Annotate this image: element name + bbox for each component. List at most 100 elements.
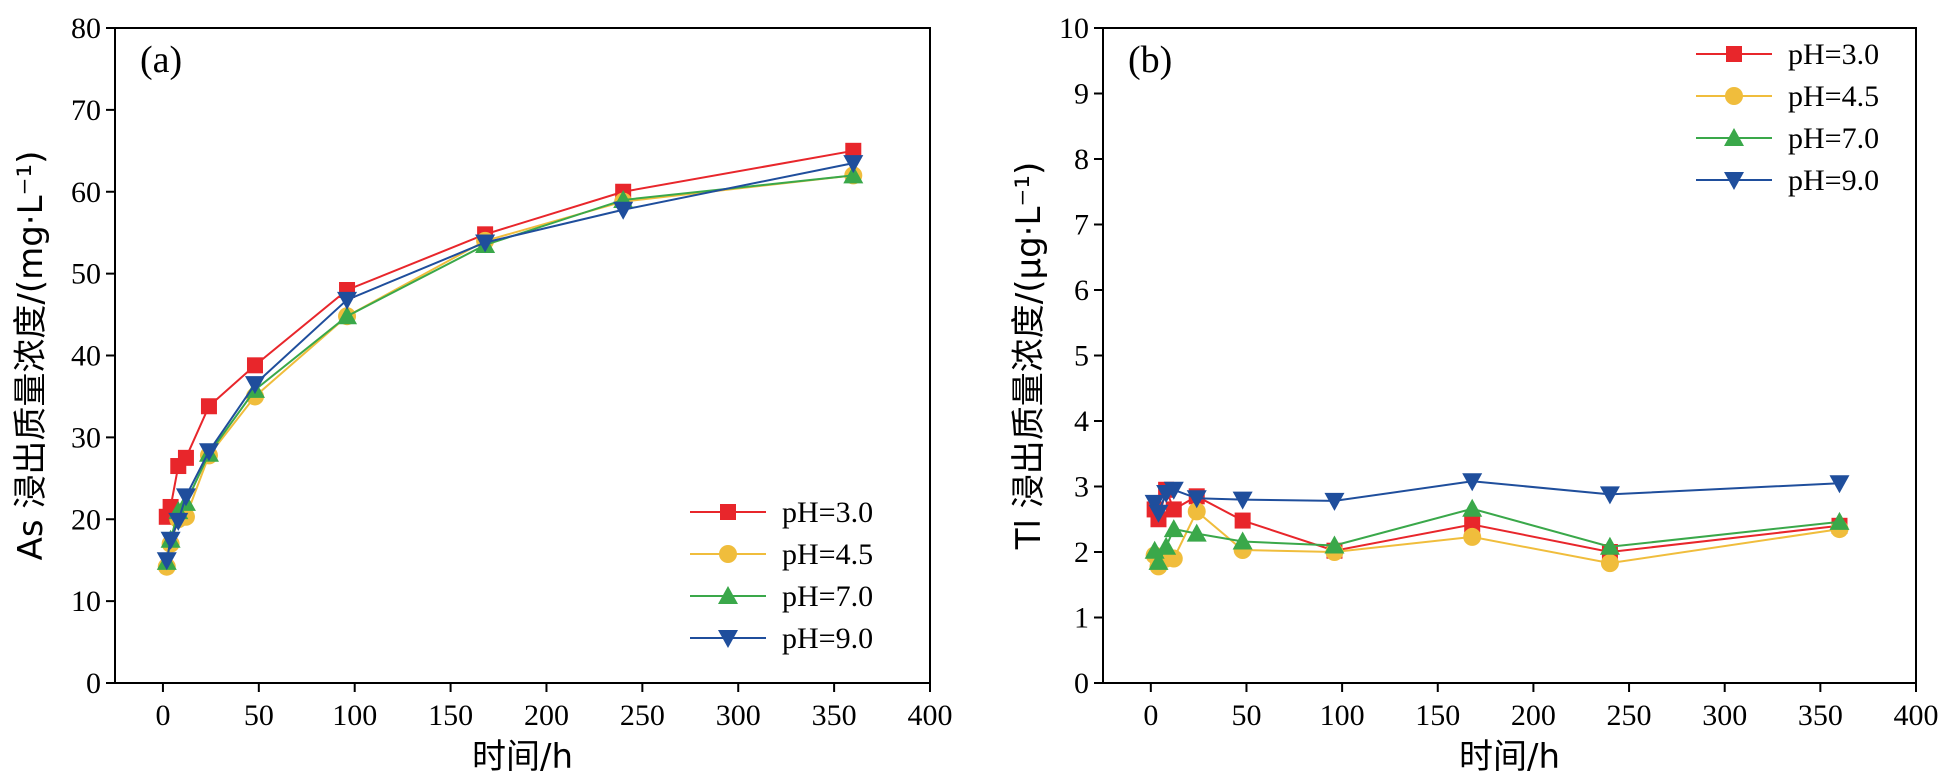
- x-tick-label: 250: [620, 699, 665, 732]
- series-line: [1153, 509, 1840, 569]
- data-point: [1462, 498, 1483, 517]
- y-tick-label: 7: [1074, 209, 1089, 242]
- panel-a: 0 50 100 150 200 250 300 350 400 0 10 20 30 40 50 60 70 8…: [11, 12, 953, 777]
- series-3: [1144, 473, 1850, 523]
- x-axis-title: 时间/h: [1459, 737, 1560, 777]
- x-tick-label: 150: [1415, 699, 1460, 732]
- legend-marker: [1724, 128, 1744, 146]
- x-tick-label: 400: [908, 699, 953, 732]
- legend-marker: [1724, 172, 1744, 190]
- x-tick-label: 200: [1511, 699, 1556, 732]
- x-tick-label: 250: [1607, 699, 1652, 732]
- data-point: [1324, 492, 1345, 511]
- data-point: [1148, 504, 1169, 523]
- data-point: [1234, 512, 1251, 529]
- legend-marker: [719, 545, 737, 563]
- data-point: [843, 155, 864, 174]
- y-tick-label: 4: [1074, 405, 1089, 438]
- data-point: [168, 512, 189, 531]
- y-tick-label: 8: [1074, 143, 1089, 176]
- y-tick-label: 20: [71, 503, 101, 536]
- series-line: [1153, 480, 1840, 516]
- y-tick-label: 70: [71, 94, 101, 127]
- data-point: [1163, 481, 1184, 500]
- data-point: [1232, 531, 1253, 550]
- y-tick-label: 10: [71, 585, 101, 618]
- data-point: [475, 234, 496, 253]
- data-point: [613, 201, 634, 220]
- x-tick-label: 350: [1798, 699, 1843, 732]
- data-point: [1599, 536, 1620, 555]
- x-tick-label: 0: [1143, 699, 1158, 732]
- legend-label: pH=7.0: [1788, 122, 1879, 155]
- y-tick-label: 3: [1074, 471, 1089, 504]
- x-tick-label: 150: [428, 699, 473, 732]
- x-tick-label: 300: [716, 699, 761, 732]
- y-tick-label: 10: [1059, 12, 1089, 45]
- data-point: [845, 142, 862, 159]
- x-tick-label: 0: [155, 699, 170, 732]
- data-point: [1144, 494, 1165, 513]
- series-line: [165, 174, 854, 562]
- legend-marker: [718, 586, 738, 604]
- legend-label: pH=3.0: [782, 496, 873, 529]
- x-axis-title: 时间/h: [472, 737, 573, 777]
- series-1: [1145, 502, 1849, 576]
- x-tick-label: 300: [1702, 699, 1747, 732]
- data-point: [1148, 551, 1169, 570]
- series-3: [156, 155, 864, 571]
- y-tick-label: 80: [71, 12, 101, 45]
- data-point: [843, 165, 864, 184]
- data-point: [1156, 536, 1177, 555]
- legend-label: pH=4.5: [782, 538, 873, 571]
- data-point: [160, 531, 181, 550]
- data-point: [156, 552, 177, 571]
- data-point: [1464, 516, 1481, 533]
- series-line: [1153, 507, 1840, 565]
- data-point: [175, 488, 196, 507]
- legend-marker: [1725, 87, 1743, 105]
- data-point: [198, 443, 219, 462]
- panel-label: (a): [140, 39, 182, 81]
- y-tick-label: 50: [71, 258, 101, 291]
- data-point: [1165, 501, 1182, 518]
- data-point: [1600, 554, 1619, 573]
- data-point: [337, 291, 358, 310]
- data-point: [1829, 475, 1850, 494]
- data-point: [1232, 491, 1253, 510]
- data-point: [1324, 535, 1345, 554]
- y-tick-label: 40: [71, 340, 101, 373]
- x-tick-label: 400: [1894, 699, 1939, 732]
- x-tick-label: 350: [812, 699, 857, 732]
- y-axis-title: Tl 浸出质量浓度/(μg·L⁻¹): [1009, 162, 1049, 551]
- x-tick-label: 200: [524, 699, 569, 732]
- data-point: [246, 357, 263, 374]
- x-tick-label: 50: [1231, 699, 1261, 732]
- data-point: [1186, 523, 1207, 542]
- legend-marker: [1726, 46, 1742, 62]
- series-line: [165, 149, 854, 518]
- y-tick-label: 2: [1074, 536, 1089, 569]
- data-point: [244, 376, 265, 395]
- legend-label: pH=3.0: [1788, 38, 1879, 71]
- series-line: [165, 162, 854, 561]
- series-0: [158, 142, 862, 525]
- legend-label: pH=9.0: [782, 622, 873, 655]
- y-tick-label: 60: [71, 176, 101, 209]
- legend-label: pH=4.5: [1788, 80, 1879, 113]
- data-point: [200, 398, 217, 415]
- legend-marker: [720, 504, 736, 520]
- data-point: [1186, 490, 1207, 509]
- x-tick-label: 100: [1320, 699, 1365, 732]
- y-axis-title: As 浸出质量浓度/(mg·L⁻¹): [11, 151, 51, 561]
- data-point: [1163, 519, 1184, 538]
- data-point: [337, 306, 358, 325]
- panel-b: 0 50 100 150 200 250 300 350 400 0 1 2 3 4 5 6 7 8 9 10 时间/h…: [1009, 12, 1939, 777]
- y-tick-label: 0: [86, 667, 101, 700]
- legend-label: pH=7.0: [782, 580, 873, 613]
- y-tick-label: 5: [1074, 340, 1089, 373]
- series-2: [1144, 498, 1850, 570]
- data-point: [1829, 511, 1850, 530]
- y-tick-label: 6: [1074, 274, 1089, 307]
